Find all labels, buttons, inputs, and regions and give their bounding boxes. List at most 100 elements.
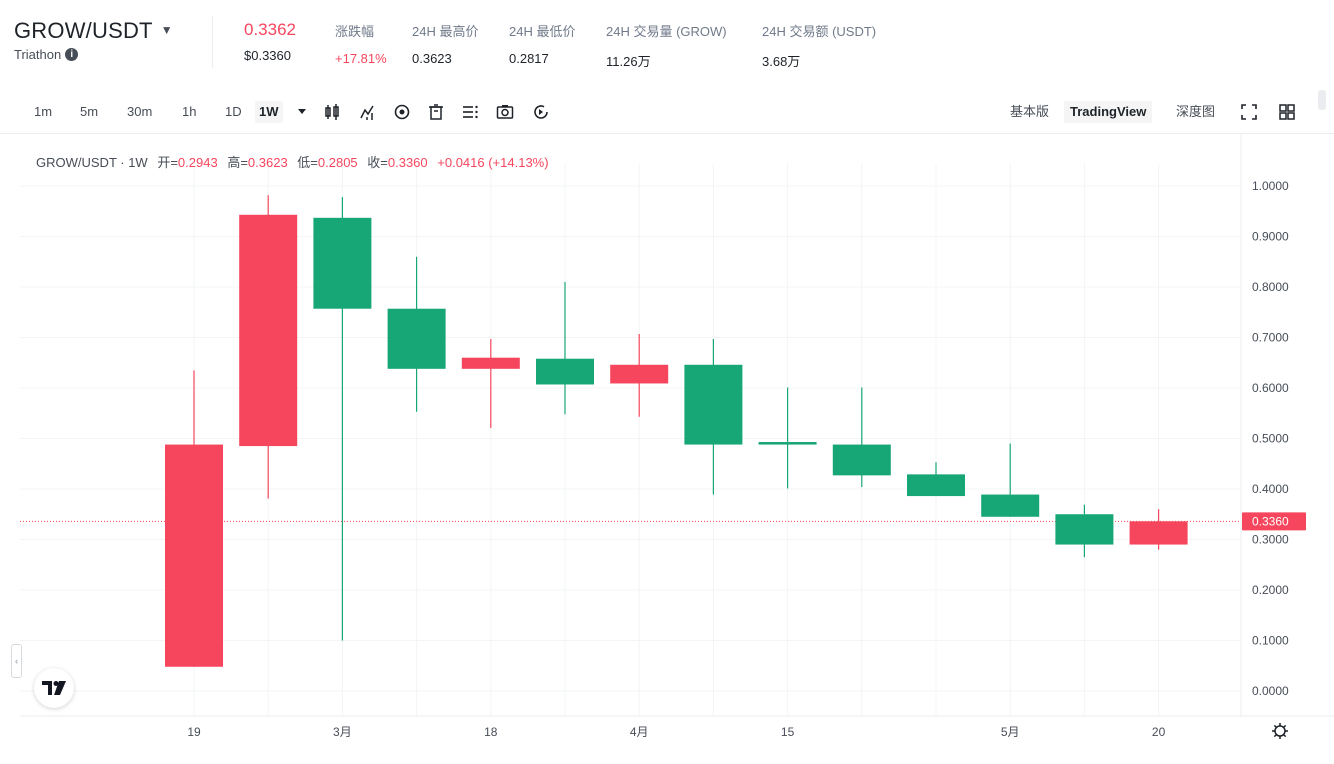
gear-tooth bbox=[1283, 724, 1287, 728]
legend-change: +0.0416 (+14.13%) bbox=[437, 155, 549, 170]
interval-1d[interactable]: 1D bbox=[225, 104, 242, 119]
gear-tooth bbox=[1273, 734, 1277, 738]
candle-body bbox=[1055, 514, 1114, 545]
stat-label: 涨跌幅 bbox=[335, 24, 375, 39]
fullscreen-icon[interactable] bbox=[1238, 101, 1260, 123]
stat-label: 24H 交易量 (GROW) bbox=[606, 24, 727, 39]
y-tick-label: 0.3000 bbox=[1252, 533, 1289, 547]
y-tick-label: 1.0000 bbox=[1252, 179, 1289, 193]
interval-1h[interactable]: 1h bbox=[182, 104, 197, 119]
x-tick-label: 20 bbox=[1152, 725, 1166, 739]
chart-area[interactable]: 1.0000 0.9000 0.8000 0.7000 0.6000 0.5000 0.40… bbox=[0, 134, 1334, 764]
candle-body bbox=[461, 357, 520, 369]
candle-body bbox=[1129, 521, 1188, 545]
project-name-row: Triathon i bbox=[14, 47, 173, 62]
stat-value: +17.81% bbox=[335, 51, 387, 66]
y-tick-label: 0.9000 bbox=[1252, 230, 1289, 244]
x-tick-label: 4月 bbox=[630, 725, 649, 739]
legend-symbol: GROW/USDT · 1W bbox=[36, 155, 148, 170]
view-tradingview[interactable]: TradingView bbox=[1064, 101, 1153, 123]
last-price: 0.3362 bbox=[244, 20, 296, 39]
interval-1w[interactable]: 1W bbox=[255, 101, 283, 123]
candle-body bbox=[684, 364, 743, 445]
stat-value: 11.26万 bbox=[606, 54, 651, 69]
stat-value: 0.3623 bbox=[412, 51, 452, 66]
candle-body bbox=[239, 214, 298, 447]
collapse-panel-tab[interactable]: ‹ bbox=[11, 644, 22, 678]
pair-selector[interactable]: GROW/USDT ▼ Triathon i bbox=[14, 18, 173, 62]
pair-name[interactable]: GROW/USDT bbox=[14, 18, 153, 43]
current-price-badge bbox=[1242, 512, 1306, 531]
y-tick-label: 0.8000 bbox=[1252, 280, 1289, 294]
candle-body bbox=[907, 474, 965, 497]
stat-label: 24H 交易额 (USDT) bbox=[762, 24, 877, 39]
candle-type-icon[interactable] bbox=[321, 101, 343, 123]
chevron-down-icon[interactable] bbox=[291, 101, 313, 123]
tradingview-logo-icon[interactable] bbox=[34, 668, 74, 708]
market-header: GROW/USDT ▼ Triathon i 0.3362 $0.3360 涨跌幅… bbox=[0, 0, 1334, 84]
screenshot-icon[interactable] bbox=[494, 101, 516, 123]
legend-low: 0.2805 bbox=[317, 155, 358, 170]
y-tick-label: 0.4000 bbox=[1252, 482, 1289, 496]
gear-tooth bbox=[1273, 724, 1277, 728]
interval-5m[interactable]: 5m bbox=[80, 104, 99, 119]
layout-icon[interactable] bbox=[1276, 101, 1298, 123]
stat-value: 0.2817 bbox=[509, 51, 549, 66]
candle-body bbox=[610, 364, 669, 384]
y-tick-label: 0.5000 bbox=[1252, 432, 1289, 446]
indicators-icon[interactable] bbox=[357, 101, 379, 123]
x-tick-label: 18 bbox=[484, 725, 498, 739]
legend-close: 0.3360 bbox=[387, 155, 428, 170]
y-tick-label: 0.1000 bbox=[1252, 634, 1289, 648]
y-tick-label: 0.2000 bbox=[1252, 583, 1289, 597]
chart-toolbar: 1m 5m 30m 1h 1D 1W 基本版 TradingView 深度图 bbox=[0, 90, 1334, 134]
candle-body bbox=[981, 494, 1040, 517]
legend-close-label: 收= bbox=[367, 155, 388, 170]
x-tick-label: 15 bbox=[781, 725, 795, 739]
candle-body bbox=[313, 217, 372, 309]
chevron-down-icon[interactable]: ▼ bbox=[160, 23, 173, 37]
stat-low: 24H 最低价 0.2817 bbox=[509, 21, 575, 66]
current-price-label: 0.3360 bbox=[1252, 514, 1289, 528]
candle-body bbox=[387, 308, 446, 369]
x-tick-label: 19 bbox=[187, 725, 201, 739]
chart-legend: GROW/USDT · 1W 开=0.2943 高=0.3623 低=0.280… bbox=[36, 152, 549, 171]
interval-30m[interactable]: 30m bbox=[127, 104, 153, 119]
stat-volume: 24H 交易量 (GROW) 11.26万 bbox=[606, 21, 727, 70]
x-tick-label: 3月 bbox=[333, 725, 352, 739]
candle-body bbox=[165, 444, 223, 667]
y-tick-label: 0.6000 bbox=[1252, 381, 1289, 395]
candlestick-chart[interactable]: 1.0000 0.9000 0.8000 0.7000 0.6000 0.5000 0.40… bbox=[0, 134, 1334, 764]
replay-icon[interactable] bbox=[530, 101, 552, 123]
gear-ring bbox=[1274, 725, 1286, 737]
price-block: 0.3362 $0.3360 bbox=[244, 20, 296, 63]
stat-high: 24H 最高价 0.3623 bbox=[412, 21, 478, 66]
stat-turnover: 24H 交易额 (USDT) 3.68万 bbox=[762, 21, 876, 70]
legend-open: 0.2943 bbox=[177, 155, 218, 170]
legend-low-label: 低= bbox=[297, 155, 318, 170]
stat-change: 涨跌幅 +17.81% bbox=[335, 21, 387, 66]
view-basic[interactable]: 基本版 bbox=[1010, 104, 1050, 119]
stat-label: 24H 最低价 bbox=[509, 24, 576, 39]
delete-icon[interactable] bbox=[425, 101, 447, 123]
legend-high: 0.3623 bbox=[247, 155, 288, 170]
header-divider bbox=[212, 16, 213, 68]
view-depth[interactable]: 深度图 bbox=[1176, 104, 1216, 119]
usd-price: $0.3360 bbox=[244, 48, 291, 63]
scrollbar-handle[interactable] bbox=[1318, 90, 1326, 110]
y-tick-label: 0.0000 bbox=[1252, 684, 1289, 698]
settings-icon[interactable] bbox=[391, 101, 413, 123]
drawing-list-icon[interactable] bbox=[459, 101, 481, 123]
x-tick-label: 5月 bbox=[1001, 725, 1020, 739]
candle-body bbox=[832, 444, 891, 476]
candle-body bbox=[758, 442, 817, 445]
project-name: Triathon bbox=[14, 47, 62, 62]
gear-tooth bbox=[1283, 734, 1287, 738]
interval-1m[interactable]: 1m bbox=[34, 104, 53, 119]
y-tick-label: 0.7000 bbox=[1252, 331, 1289, 345]
stat-value: 3.68万 bbox=[762, 54, 801, 69]
legend-high-label: 高= bbox=[227, 155, 248, 170]
info-icon[interactable]: i bbox=[65, 48, 79, 61]
candle-body bbox=[536, 358, 594, 385]
chart-settings-icon[interactable] bbox=[1272, 723, 1288, 739]
